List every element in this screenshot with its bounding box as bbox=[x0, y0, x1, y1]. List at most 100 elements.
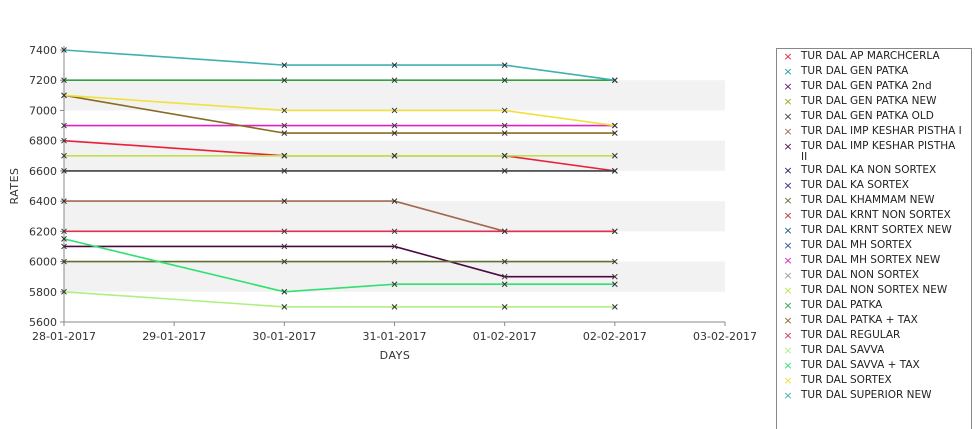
y-tick-label: 5800 bbox=[29, 286, 57, 299]
data-point-marker bbox=[61, 92, 67, 99]
legend-label: TUR DAL PATKA + TAX bbox=[801, 314, 918, 326]
y-tick-label: 6000 bbox=[29, 256, 57, 269]
legend-label: TUR DAL SORTEX bbox=[801, 374, 892, 386]
data-point-marker bbox=[61, 122, 67, 129]
data-point-marker bbox=[501, 304, 508, 310]
data-point-marker bbox=[61, 47, 67, 53]
legend-label: TUR DAL PATKA bbox=[801, 299, 883, 311]
legend-marker-icon: × bbox=[783, 299, 793, 312]
legend-marker-icon: × bbox=[783, 95, 793, 108]
data-point-marker bbox=[501, 168, 508, 174]
data-point-marker bbox=[501, 152, 508, 159]
data-point-marker bbox=[391, 130, 398, 136]
legend-item: × TUR DAL GEN PATKA bbox=[777, 64, 971, 79]
legend-label: TUR DAL IMP KESHAR PISTHA I bbox=[801, 125, 962, 137]
data-point-marker bbox=[611, 304, 618, 310]
data-point-marker bbox=[391, 258, 398, 265]
grid-band bbox=[64, 80, 725, 111]
legend-label: TUR DAL KA SORTEX bbox=[801, 179, 909, 191]
x-tick-label: 01-02-2017 bbox=[473, 330, 537, 343]
data-point-marker bbox=[391, 198, 398, 204]
legend-item: × TUR DAL MH SORTEX bbox=[777, 238, 971, 253]
data-point-marker bbox=[281, 152, 288, 159]
legend-label: TUR DAL AP MARCHCERLA bbox=[801, 50, 940, 62]
x-tick-label: 29-01-2017 bbox=[142, 330, 206, 343]
data-point-marker bbox=[281, 168, 288, 174]
data-point-marker bbox=[281, 62, 288, 68]
legend-marker-icon: × bbox=[783, 80, 793, 93]
data-point-marker bbox=[281, 258, 288, 265]
legend-label: TUR DAL MH SORTEX bbox=[801, 239, 912, 251]
legend-label: TUR DAL SAVVA bbox=[801, 344, 885, 356]
legend-item: × TUR DAL KA NON SORTEX bbox=[777, 163, 971, 178]
legend-marker-icon: × bbox=[783, 374, 793, 387]
legend-marker-icon: × bbox=[783, 209, 793, 222]
legend-label: TUR DAL GEN PATKA 2nd bbox=[801, 80, 932, 92]
line-chart: 5600 5800 6000 6200 6400 6600 6800 7000 7200 7400… bbox=[8, 44, 757, 362]
data-point-marker bbox=[281, 288, 288, 295]
legend-marker-icon: × bbox=[783, 140, 793, 153]
legend-item: × TUR DAL PATKA bbox=[777, 298, 971, 313]
legend-marker-icon: × bbox=[783, 179, 793, 192]
data-point-marker bbox=[61, 77, 67, 84]
data-point-marker bbox=[61, 236, 67, 242]
legend-marker-icon: × bbox=[783, 224, 793, 237]
legend-marker-icon: × bbox=[783, 65, 793, 78]
legend-item: × TUR DAL KHAMMAM NEW bbox=[777, 193, 971, 208]
legend-item: × TUR DAL PATKA + TAX bbox=[777, 313, 971, 328]
legend-item: × TUR DAL KA SORTEX bbox=[777, 178, 971, 193]
legend-marker-icon: × bbox=[783, 389, 793, 402]
x-axis-title: DAYS bbox=[380, 349, 411, 362]
legend-label: TUR DAL KRNT NON SORTEX bbox=[801, 209, 951, 221]
axes bbox=[63, 46, 725, 323]
data-point-marker bbox=[611, 122, 618, 129]
data-point-marker bbox=[391, 281, 398, 288]
data-point-marker bbox=[391, 304, 398, 310]
legend-marker-icon: × bbox=[783, 125, 793, 138]
data-point-marker bbox=[611, 152, 618, 159]
legend-marker-icon: × bbox=[783, 194, 793, 207]
data-point-marker bbox=[391, 62, 398, 68]
data-point-marker bbox=[61, 152, 67, 159]
data-point-marker bbox=[391, 77, 398, 84]
data-point-marker bbox=[391, 107, 398, 114]
legend-item: × TUR DAL NON SORTEX bbox=[777, 268, 971, 283]
data-point-marker bbox=[61, 288, 67, 295]
x-tick-label: 31-01-2017 bbox=[363, 330, 427, 343]
legend-item: × TUR DAL GEN PATKA NEW bbox=[777, 94, 971, 109]
y-tick-label: 6400 bbox=[29, 195, 57, 208]
x-tick-label: 28-01-2017 bbox=[32, 330, 96, 343]
y-tick-label: 6600 bbox=[29, 165, 57, 178]
data-point-marker bbox=[281, 198, 288, 204]
legend-item: × TUR DAL GEN PATKA OLD bbox=[777, 109, 971, 124]
y-tick-label: 6200 bbox=[29, 225, 57, 238]
data-point-marker bbox=[281, 77, 288, 84]
data-point-marker bbox=[61, 168, 67, 174]
y-axis-ticks: 5600 5800 6000 6200 6400 6600 6800 7000 7200 7400 bbox=[29, 44, 64, 329]
data-point-marker bbox=[391, 152, 398, 159]
legend-label: TUR DAL MH SORTEX NEW bbox=[801, 254, 941, 266]
legend-item: × TUR DAL GEN PATKA 2nd bbox=[777, 79, 971, 94]
legend-item: × TUR DAL KRNT NON SORTEX bbox=[777, 208, 971, 223]
y-tick-label: 7000 bbox=[29, 104, 57, 117]
legend-marker-icon: × bbox=[783, 254, 793, 267]
legend-label: TUR DAL GEN PATKA bbox=[801, 65, 909, 77]
legend-item: × TUR DAL MH SORTEX NEW bbox=[777, 253, 971, 268]
series-line-19 bbox=[63, 290, 615, 308]
series-line-22 bbox=[63, 49, 615, 82]
legend-marker-icon: × bbox=[783, 110, 793, 123]
legend-label: TUR DAL KA NON SORTEX bbox=[801, 164, 937, 176]
legend-label: TUR DAL GEN PATKA NEW bbox=[801, 95, 937, 107]
data-point-marker bbox=[501, 62, 508, 68]
legend-marker-icon: × bbox=[783, 50, 793, 63]
data-point-marker bbox=[501, 122, 508, 129]
y-tick-label: 5600 bbox=[29, 316, 57, 329]
legend-label: TUR DAL NON SORTEX NEW bbox=[801, 284, 948, 296]
data-point-marker bbox=[501, 130, 508, 136]
data-point-marker bbox=[61, 258, 67, 265]
legend-item: × TUR DAL SUPERIOR NEW bbox=[777, 388, 971, 403]
data-point-marker bbox=[611, 130, 618, 136]
y-tick-label: 7200 bbox=[29, 74, 57, 87]
data-point-marker bbox=[61, 228, 67, 235]
data-point-marker bbox=[501, 107, 508, 114]
